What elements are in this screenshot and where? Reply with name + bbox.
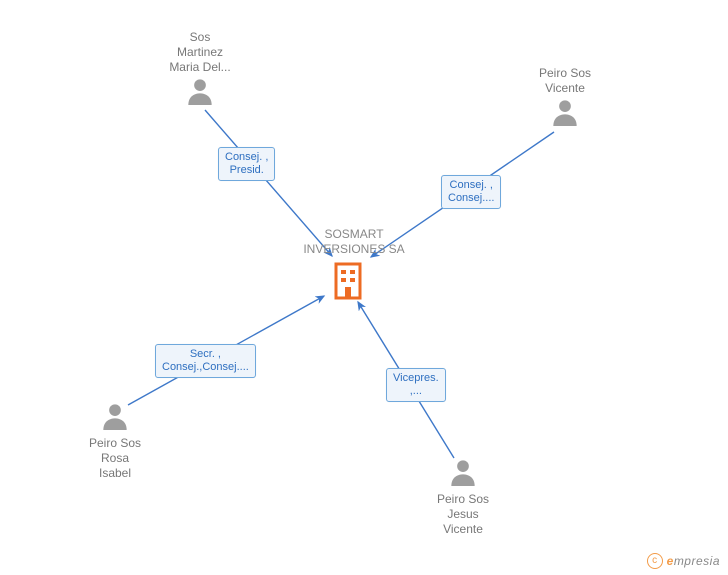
edge-label-sos-martinez[interactable]: Consej. , Presid.: [218, 147, 275, 181]
node-peiro-jesus[interactable]: Peiro Sos Jesus Vicente: [428, 456, 498, 537]
center-node-label: SOSMART INVERSIONES SA: [294, 227, 414, 257]
node-label: Peiro Sos Rosa Isabel: [80, 436, 150, 481]
edge-label-peiro-vicente[interactable]: Consej. , Consej....: [441, 175, 501, 209]
center-node-icon[interactable]: [331, 258, 365, 307]
person-icon: [186, 77, 214, 105]
brand-name: empresia: [667, 554, 720, 568]
node-peiro-vicente[interactable]: Peiro Sos Vicente: [530, 66, 600, 132]
node-label: Peiro Sos Jesus Vicente: [428, 492, 498, 537]
node-label: Sos Martinez Maria Del...: [155, 30, 245, 75]
node-peiro-rosa[interactable]: Peiro Sos Rosa Isabel: [80, 400, 150, 481]
diagram-canvas: SOSMART INVERSIONES SA Sos Martinez Mari…: [0, 0, 728, 575]
copyright: c empresia: [647, 553, 720, 569]
edge-label-peiro-rosa[interactable]: Secr. , Consej.,Consej....: [155, 344, 256, 378]
edge-label-peiro-jesus[interactable]: Vicepres. ,...: [386, 368, 446, 402]
person-icon: [449, 458, 477, 486]
building-icon: [331, 260, 365, 300]
person-icon: [551, 98, 579, 126]
copyright-icon: c: [647, 553, 663, 569]
node-sos-martinez[interactable]: Sos Martinez Maria Del...: [155, 30, 245, 111]
node-label: Peiro Sos Vicente: [530, 66, 600, 96]
person-icon: [101, 402, 129, 430]
